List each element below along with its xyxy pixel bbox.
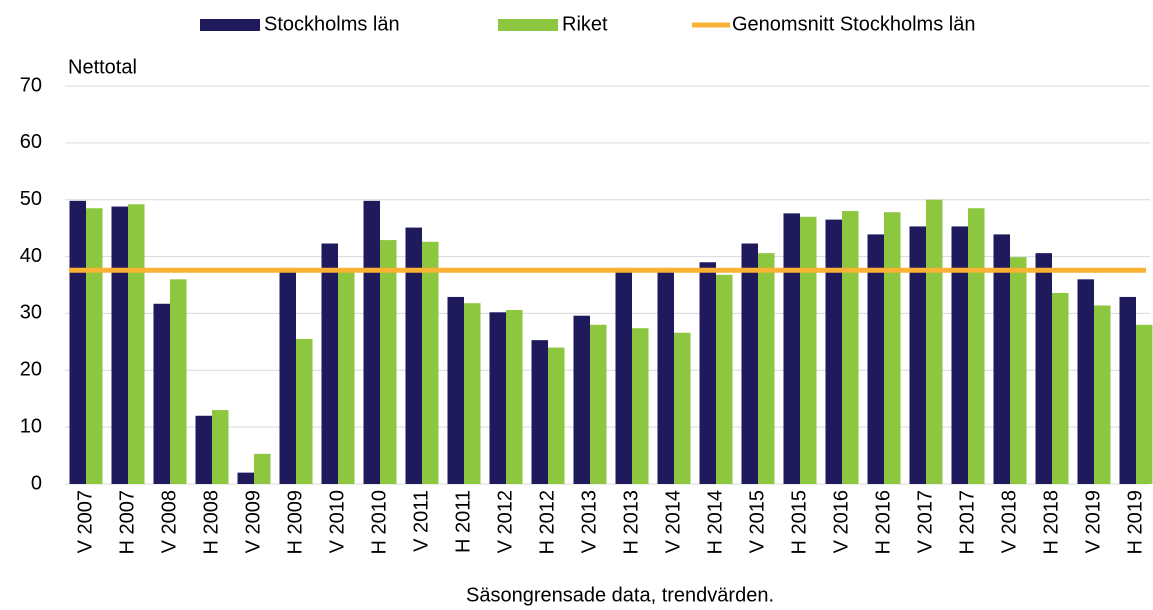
bar [321,243,338,484]
x-tick-label: H 2019 [1124,490,1146,555]
x-tick-label: H 2008 [200,490,222,555]
x-tick-label: H 2016 [872,490,894,555]
x-tick-label: V 2017 [914,490,936,553]
bar [1077,279,1094,484]
bar [363,200,380,484]
x-tick-label: H 2015 [788,490,810,555]
y-tick-label: 50 [20,188,42,210]
legend-label: Stockholms län [264,13,400,35]
bar [909,226,926,485]
x-tick-label: H 2018 [1040,490,1062,555]
y-tick-label: 70 [20,74,42,96]
bar [926,199,943,484]
bar [212,410,229,484]
x-tick-label: H 2017 [956,490,978,555]
bar [489,312,506,484]
bar [153,303,170,484]
x-tick-label: V 2012 [494,490,516,553]
x-tick-label: V 2014 [662,490,684,553]
bar [296,339,313,484]
x-tick-label: H 2011 [452,490,474,553]
legend-swatch [200,19,260,31]
bar [69,200,86,484]
bar [464,303,481,484]
x-tick-label: V 2019 [1082,490,1104,553]
bar [279,267,296,484]
bar [968,208,985,484]
bar [195,415,212,484]
x-tick-label: H 2014 [704,490,726,555]
bar [254,453,271,484]
bar [674,332,691,484]
bar [632,328,649,484]
bar [447,296,464,484]
bar [615,267,632,484]
x-tick-label: H 2009 [284,490,306,555]
x-tick-label: V 2009 [242,490,264,553]
y-tick-label: 20 [20,359,42,381]
x-tick-label: V 2010 [326,490,348,553]
bar [1094,305,1111,484]
x-tick-label: H 2010 [368,490,390,555]
bar [86,208,103,484]
bar [128,204,145,484]
y-axis-label: Nettotal [68,56,137,78]
bar [1035,253,1052,484]
bar [380,240,397,484]
x-tick-label: V 2011 [410,490,432,552]
bar [758,253,775,484]
bar [699,262,716,484]
y-tick-label: 10 [20,415,42,437]
bar [800,216,817,484]
bar [657,267,674,484]
x-tick-label: V 2007 [74,490,96,553]
bar [783,213,800,485]
y-tick-label: 40 [20,245,42,267]
bar [338,270,355,484]
x-tick-label: V 2008 [158,490,180,553]
bar [867,234,884,484]
bar [993,234,1010,484]
x-tick-label: V 2013 [578,490,600,553]
bar [1010,257,1027,484]
bar [573,315,590,484]
x-tick-label: H 2012 [536,490,558,555]
bar [1136,324,1153,484]
x-tick-label: V 2015 [746,490,768,553]
legend-swatch [498,19,558,31]
bar [884,212,901,485]
bar [405,227,422,484]
bar [951,226,968,485]
x-axis-label: Säsongrensade data, trendvärden. [466,584,774,606]
y-tick-label: 60 [20,131,42,153]
bar [506,310,523,484]
bar [1052,292,1069,484]
bar [170,279,187,484]
x-tick-label: H 2013 [620,490,642,555]
bar [111,206,128,484]
bar [741,243,758,484]
bar [531,340,548,484]
x-tick-label: V 2018 [998,490,1020,553]
bar [237,472,254,484]
x-tick-label: V 2016 [830,490,852,553]
bar [825,219,842,484]
bar [716,274,733,484]
y-tick-label: 0 [31,472,42,494]
bar [548,347,565,484]
y-tick-label: 30 [20,302,42,324]
bar [590,324,607,484]
legend-label: Riket [562,13,608,35]
bar [842,211,859,485]
x-tick-label: H 2007 [116,490,138,555]
bar [422,241,439,484]
legend-label: Genomsnitt Stockholms län [732,13,975,35]
bar [1119,296,1136,484]
